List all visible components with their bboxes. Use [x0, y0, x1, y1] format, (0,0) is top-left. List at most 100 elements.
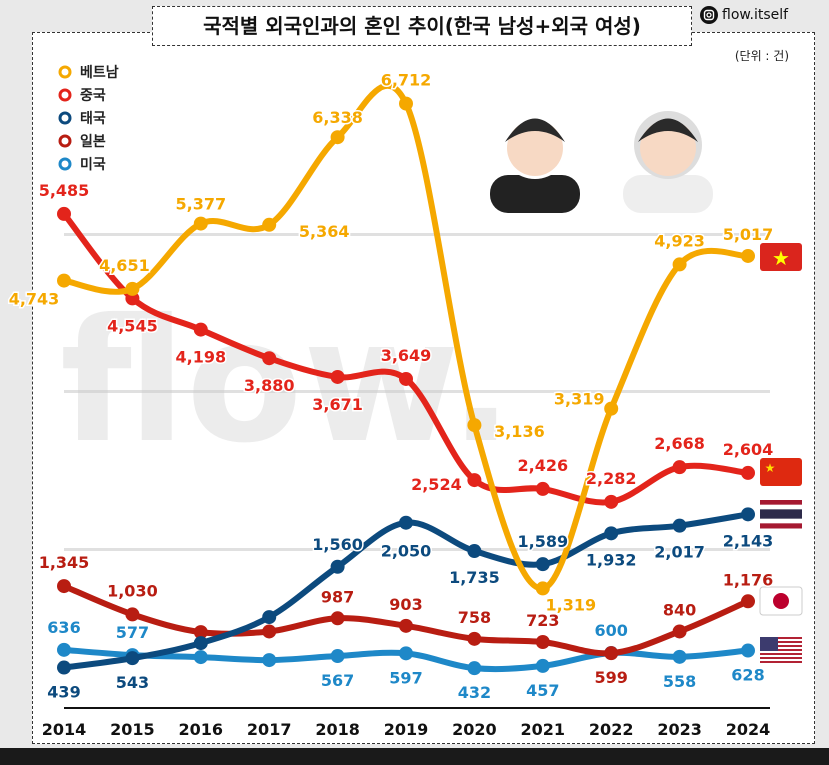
legend-label: 태국: [80, 110, 106, 127]
data-label: 1,735: [449, 568, 500, 587]
data-point: [672, 518, 687, 533]
x-tick-label: 2014: [42, 720, 87, 739]
data-label: 1,030: [107, 581, 158, 600]
chart-title: 국적별 외국인과의 혼인 추이(한국 남성+외국 여성): [152, 6, 692, 46]
data-point: [330, 649, 345, 664]
data-point: [193, 322, 208, 337]
data-point: [330, 559, 345, 574]
legend-label: 일본: [80, 133, 106, 150]
data-label: 4,545: [107, 316, 158, 335]
data-label: 2,426: [517, 456, 568, 475]
data-point: [604, 401, 619, 416]
x-tick-label: 2019: [384, 720, 429, 739]
data-point: [399, 371, 413, 386]
data-point: [399, 646, 413, 661]
bride-icon: [640, 120, 696, 176]
data-label: 1,589: [517, 532, 568, 551]
data-label: 6,712: [381, 71, 432, 90]
x-tick-label: 2024: [726, 720, 771, 739]
data-point: [125, 651, 140, 666]
x-tick-label: 2016: [179, 720, 224, 739]
legend-item: 태국: [58, 106, 119, 129]
legend-marker-icon: [58, 65, 72, 78]
data-point: [604, 646, 619, 661]
data-point: [672, 257, 687, 272]
data-point: [672, 649, 687, 664]
data-label: 987: [321, 587, 354, 606]
data-point: [467, 544, 482, 559]
legend-marker-icon: [58, 111, 72, 124]
data-label: 439: [47, 683, 80, 702]
data-point: [193, 650, 208, 665]
data-point: [262, 610, 277, 625]
data-label: 1,345: [39, 553, 90, 572]
data-point: [57, 642, 71, 657]
legend-marker-icon: [58, 157, 72, 170]
hair: [505, 118, 565, 142]
groom-suit: [490, 175, 580, 213]
legend-marker-icon: [58, 134, 72, 147]
data-point: [467, 418, 482, 433]
data-label: 2,524: [411, 475, 462, 494]
data-label: 1,176: [723, 570, 774, 589]
bride-dress: [623, 175, 713, 213]
svg-text:★: ★: [765, 461, 776, 475]
data-label: 3,671: [312, 395, 363, 414]
data-point: [330, 611, 345, 626]
x-tick-label: 2021: [521, 720, 566, 739]
data-label: 3,136: [494, 422, 545, 441]
data-label: 599: [594, 668, 627, 687]
data-point: [741, 248, 755, 263]
data-point: [262, 351, 277, 366]
data-label: 628: [731, 666, 764, 685]
data-label: 1,932: [586, 550, 637, 569]
data-point: [57, 206, 71, 221]
data-label: 5,485: [39, 181, 90, 200]
band: [64, 233, 770, 236]
data-label: 1,560: [312, 535, 363, 554]
data-point: [535, 481, 550, 496]
data-point: [125, 607, 140, 622]
data-label: 567: [321, 671, 354, 690]
data-label: 3,880: [244, 376, 295, 395]
data-point: [399, 515, 413, 530]
data-point: [193, 216, 208, 231]
data-point: [741, 465, 755, 480]
data-point: [330, 130, 345, 145]
data-point: [672, 460, 687, 475]
data-point: [262, 624, 277, 639]
data-point: [467, 473, 482, 488]
data-point: [467, 631, 482, 646]
watermark: flow.: [60, 283, 514, 481]
data-label: 1,319: [545, 595, 596, 614]
data-point: [604, 526, 619, 541]
legend-label: 중국: [80, 87, 106, 104]
china-flag-icon: ★: [760, 458, 802, 486]
thailand-flag-icon: [760, 500, 802, 529]
data-label: 903: [389, 595, 422, 614]
data-label: 4,198: [175, 348, 226, 367]
data-label: 758: [458, 608, 491, 627]
data-label: 597: [389, 668, 422, 687]
data-point: [57, 273, 71, 288]
data-point: [262, 217, 277, 232]
data-label: 840: [663, 600, 696, 619]
data-point: [741, 507, 755, 522]
data-label: 3,319: [554, 390, 605, 409]
vietnam-flag-icon: ★: [760, 243, 802, 271]
data-label: 2,668: [654, 434, 705, 453]
data-point: [193, 636, 208, 651]
data-point: [741, 643, 755, 658]
hair: [638, 118, 698, 142]
legend-item: 중국: [58, 83, 119, 106]
data-label: 6,338: [312, 108, 363, 127]
brand-name: flow.itself: [722, 7, 789, 23]
data-label: 577: [116, 623, 149, 642]
x-tick-label: 2015: [110, 720, 155, 739]
brand: flow.itself: [700, 6, 788, 24]
unit-label: (단위 : 건): [734, 49, 789, 63]
data-label: 543: [116, 673, 149, 692]
data-point: [535, 581, 550, 596]
data-label: 5,364: [299, 222, 350, 241]
